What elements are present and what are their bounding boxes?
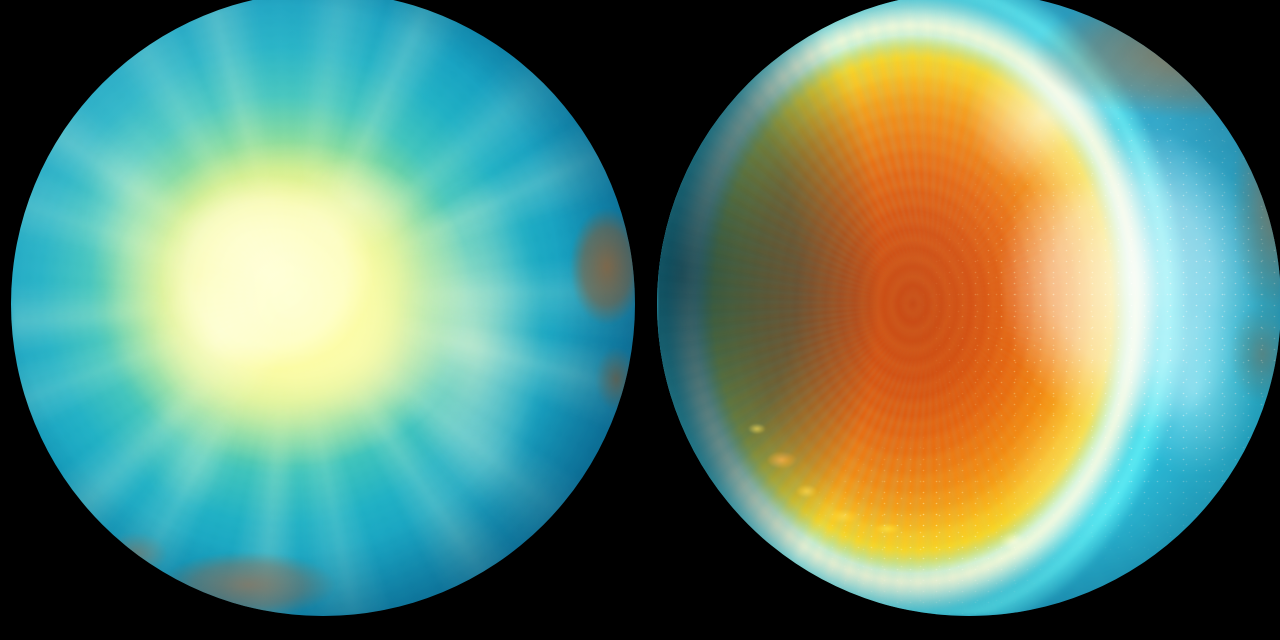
northern-hemisphere-globe: [657, 0, 1280, 616]
limb-darkening-south: [11, 0, 635, 616]
globe-left-surround: Teal to cyan mid-latitude ocean band wit…: [0, 0, 1, 1]
colormap-description: Cool blue = low values, cyan/green = mid…: [0, 0, 1, 1]
southern-hemisphere-globe: [11, 0, 635, 616]
globe-right-surround: Sharp yellow rim then cyan collar, gradi…: [0, 0, 1, 1]
globe-right-description: Large deep-orange to red vortex lobe fil…: [0, 0, 1, 1]
globe-left-description: Broad pale-yellow polar cap centred over…: [0, 0, 1, 1]
scene-title: Dual polar stratospheric ozone visualiza…: [0, 0, 1, 1]
limb-darkening-north: [657, 0, 1280, 616]
